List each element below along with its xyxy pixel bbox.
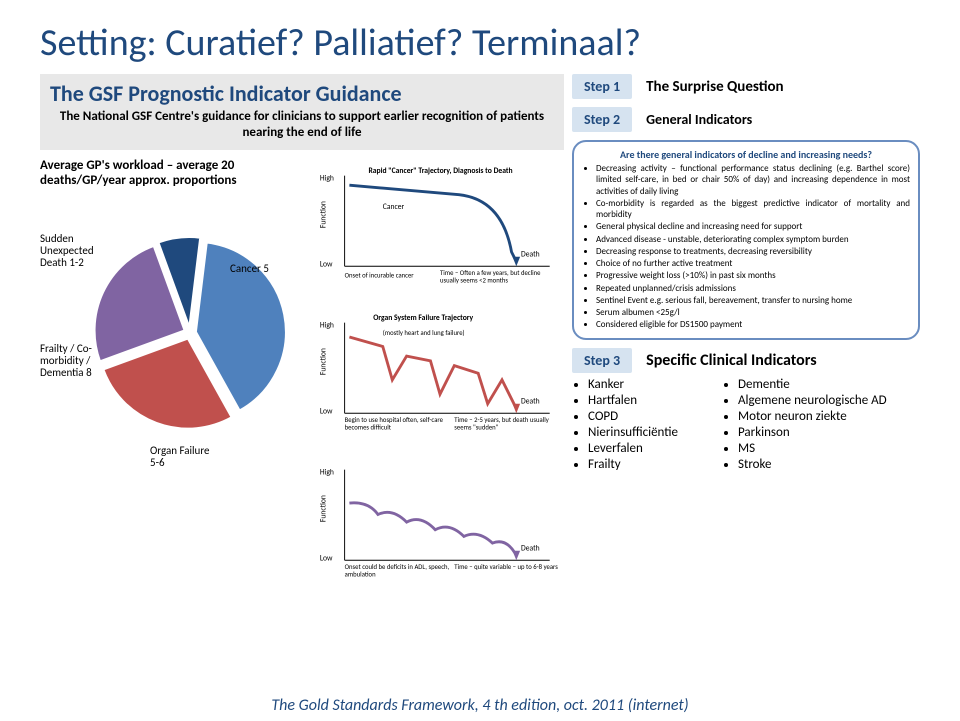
trajectory-area: Rapid "Cancer" Trajectory, Diagnosis to … — [316, 158, 564, 599]
right-column: Step 1 The Surprise Question Step 2 Gene… — [572, 74, 920, 599]
step3-badge: Step 3 — [572, 348, 632, 373]
indicator-item: Advanced disease - unstable, deteriorati… — [596, 234, 910, 245]
step3-label: Specific Clinical Indicators — [646, 351, 816, 370]
disease-item: Stroke — [738, 457, 887, 472]
indicator-item: Decreasing activity – functional perform… — [596, 163, 910, 197]
disease-item: Frailty — [588, 457, 712, 472]
disease-col-1: KankerHartfalenCOPDNierinsufficiëntieLev… — [572, 377, 712, 473]
pie-label-cancer: Cancer 5 — [230, 263, 280, 275]
step2-badge: Step 2 — [572, 107, 632, 132]
svg-text:Low: Low — [320, 554, 333, 563]
svg-text:High: High — [320, 174, 334, 183]
svg-text:Organ System Failure Trajector: Organ System Failure Trajectory — [373, 313, 473, 322]
step1-badge: Step 1 — [572, 74, 632, 99]
mid-row: Average GP's workload – average 20 death… — [40, 158, 564, 599]
slide: Setting: Curatief? Palliatief? Terminaal… — [0, 0, 960, 721]
disease-item: Kanker — [588, 377, 712, 392]
indicator-item: Progressive weight loss (>10%) in past s… — [596, 270, 910, 281]
indicator-item: Co-morbidity is regarded as the biggest … — [596, 198, 910, 221]
indicators-list: Decreasing activity – functional perform… — [582, 163, 910, 331]
pie-label-frailty: Frailty / Co-morbidity / Dementia 8 — [40, 343, 110, 379]
disease-item: Leverfalen — [588, 441, 712, 456]
trajectory-organ: Organ System Failure Trajectory (mostly … — [316, 305, 564, 450]
indicators-box: Are there general indicators of decline … — [572, 140, 920, 340]
indicator-item: General physical decline and increasing … — [596, 221, 910, 232]
pie-chart: Sudden Unexpected Death 1-2 Frailty / Co… — [40, 193, 300, 473]
disease-item: MS — [738, 441, 887, 456]
step1-label: The Surprise Question — [646, 78, 783, 96]
trajectory-cancer: Rapid "Cancer" Trajectory, Diagnosis to … — [316, 158, 564, 303]
disease-item: Hartfalen — [588, 393, 712, 408]
trajectory-frailty: High Low Function Death Onset could be d… — [316, 452, 564, 597]
indicator-item: Sentinel Event e.g. serious fall, bereav… — [596, 295, 910, 306]
indicator-item: Decreasing response to treatments, decre… — [596, 246, 910, 257]
gsf-header-box: The GSF Prognostic Indicator Guidance Th… — [40, 74, 564, 150]
pie-label-sudden: Sudden Unexpected Death 1-2 — [40, 233, 110, 269]
t1-title: Rapid "Cancer" Trajectory, Diagnosis to … — [368, 166, 512, 175]
svg-text:Onset of incurable cancer: Onset of incurable cancer — [345, 271, 415, 279]
svg-text:Death: Death — [521, 544, 540, 553]
svg-text:Function: Function — [320, 348, 329, 375]
disease-col-2: DementieAlgemene neurologische ADMotor n… — [722, 377, 887, 473]
svg-text:Cancer: Cancer — [383, 203, 405, 212]
indicator-item: Serum albumen <25g/l — [596, 307, 910, 318]
indicator-item: Choice of no further active treatment — [596, 258, 910, 269]
svg-text:Function: Function — [320, 201, 329, 228]
disease-item: Parkinson — [738, 425, 887, 440]
citation: The Gold Standards Framework, 4 th editi… — [0, 696, 960, 715]
disease-item: Dementie — [738, 377, 887, 392]
svg-text:Death: Death — [521, 397, 540, 406]
svg-text:High: High — [320, 468, 334, 477]
svg-text:Low: Low — [320, 407, 333, 416]
disease-columns: KankerHartfalenCOPDNierinsufficiëntieLev… — [572, 377, 920, 473]
step2-label: General Indicators — [646, 111, 752, 128]
content-row: The GSF Prognostic Indicator Guidance Th… — [40, 74, 920, 599]
step1-row: Step 1 The Surprise Question — [572, 74, 920, 99]
disease-item: Algemene neurologische AD — [738, 393, 887, 408]
indicator-item: Considered eligible for DS1500 payment — [596, 319, 910, 330]
pie-area: Average GP's workload – average 20 death… — [40, 158, 310, 599]
slide-title: Setting: Curatief? Palliatief? Terminaal… — [40, 20, 920, 66]
disease-item: Nierinsufficiëntie — [588, 425, 712, 440]
gsf-title: The GSF Prognostic Indicator Guidance — [50, 80, 554, 107]
svg-text:High: High — [320, 321, 334, 330]
svg-text:Function: Function — [320, 495, 329, 522]
svg-text:Low: Low — [320, 260, 333, 269]
indicator-item: Repeated unplanned/crisis admissions — [596, 283, 910, 294]
svg-text:Death: Death — [521, 250, 540, 259]
step2-row: Step 2 General Indicators — [572, 107, 920, 132]
indicators-heading: Are there general indicators of decline … — [582, 148, 910, 161]
left-column: The GSF Prognostic Indicator Guidance Th… — [40, 74, 564, 599]
svg-text:(mostly heart and lung failure: (mostly heart and lung failure) — [383, 329, 465, 337]
disease-item: Motor neuron ziekte — [738, 409, 887, 424]
step3-row: Step 3 Specific Clinical Indicators — [572, 348, 920, 373]
workload-text: Average GP's workload – average 20 death… — [40, 158, 310, 189]
disease-item: COPD — [588, 409, 712, 424]
gsf-subtitle: The National GSF Centre's guidance for c… — [50, 109, 554, 142]
pie-label-organ: Organ Failure 5-6 — [150, 445, 210, 469]
